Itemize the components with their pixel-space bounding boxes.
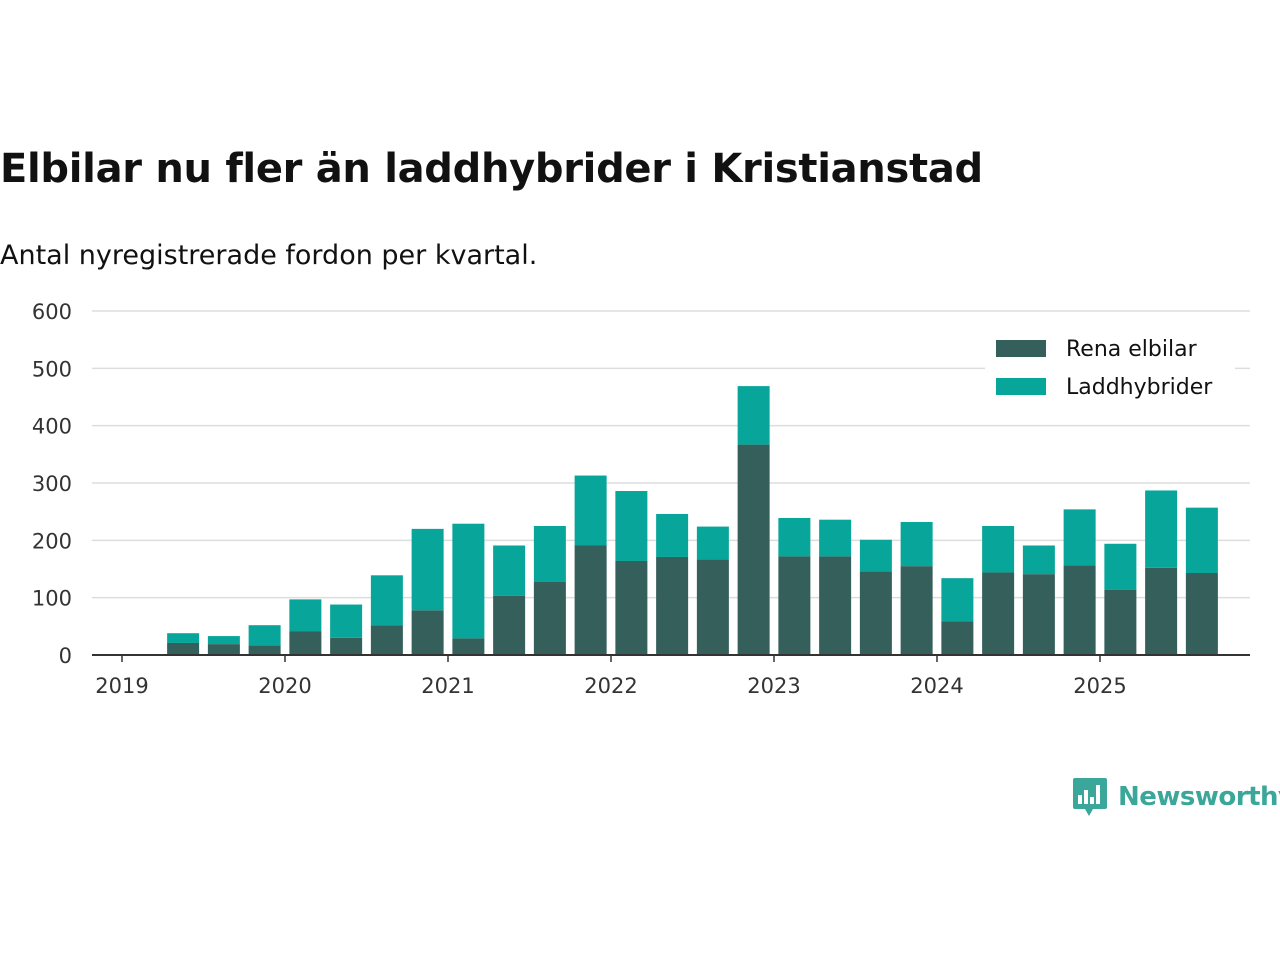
bar-laddhybrider-2020-Q1 — [289, 599, 322, 632]
x-tick-label-2019: 2019 — [95, 674, 148, 698]
bar-rena-elbilar-2022-Q3 — [696, 559, 729, 655]
y-tick-label-200: 200 — [32, 529, 72, 553]
x-tick-label-2020: 2020 — [258, 674, 311, 698]
chart-subtitle: Antal nyregistrerade fordon per kvartal. — [0, 240, 538, 271]
bar-rena-elbilar-2024-Q3 — [1022, 574, 1055, 655]
y-tick-label-600: 600 — [32, 300, 72, 324]
bar-rena-elbilar-2025-Q2 — [1145, 567, 1178, 655]
y-tick-label-300: 300 — [32, 472, 72, 496]
bar-laddhybrider-2022-Q2 — [656, 513, 689, 557]
bar-laddhybrider-2020-Q2 — [330, 604, 363, 638]
bar-rena-elbilar-2020-Q3 — [370, 625, 403, 655]
x-tick-label-2022: 2022 — [584, 674, 637, 698]
x-tick-label-2025: 2025 — [1073, 674, 1126, 698]
bar-laddhybrider-2025-Q3 — [1185, 507, 1218, 574]
x-tick-label-2024: 2024 — [910, 674, 963, 698]
bar-rena-elbilar-2023-Q2 — [819, 556, 852, 655]
bar-rena-elbilar-2024-Q4 — [1063, 565, 1096, 655]
bar-laddhybrider-2025-Q2 — [1145, 490, 1178, 568]
bar-rena-elbilar-2022-Q2 — [656, 556, 689, 655]
bar-rena-elbilar-2024-Q1 — [941, 621, 974, 655]
bar-laddhybrider-2021-Q1 — [452, 523, 485, 639]
legend-swatch-1 — [996, 378, 1046, 395]
bar-rena-elbilar-2022-Q1 — [615, 560, 648, 655]
bar-laddhybrider-2023-Q1 — [778, 517, 811, 557]
bar-laddhybrider-2021-Q4 — [574, 475, 607, 546]
bar-laddhybrider-2019-Q2 — [167, 633, 200, 643]
bar-rena-elbilar-2020-Q4 — [411, 610, 444, 655]
bar-laddhybrider-2020-Q4 — [411, 528, 444, 611]
bar-rena-elbilar-2021-Q4 — [574, 545, 607, 655]
bar-chart-speech-bubble-icon — [1073, 778, 1107, 816]
bar-laddhybrider-2022-Q3 — [696, 526, 729, 560]
bar-laddhybrider-2023-Q3 — [859, 539, 892, 572]
bar-rena-elbilar-2025-Q3 — [1185, 573, 1218, 655]
bar-laddhybrider-2024-Q4 — [1063, 509, 1096, 566]
y-axis-ticks: 0 100 200 300 400 500 600 — [32, 300, 72, 668]
x-tick-label-2023: 2023 — [747, 674, 800, 698]
bar-laddhybrider-2023-Q2 — [819, 519, 852, 557]
bar-rena-elbilar-2024-Q2 — [982, 572, 1015, 655]
bar-laddhybrider-2022-Q4 — [737, 386, 770, 445]
y-tick-label-500: 500 — [32, 357, 72, 381]
x-tick-label-2021: 2021 — [421, 674, 474, 698]
bar-rena-elbilar-2023-Q4 — [900, 566, 933, 655]
bar-laddhybrider-2023-Q4 — [900, 521, 933, 567]
bar-rena-elbilar-2023-Q1 — [778, 556, 811, 655]
logo-text: Newsworthy — [1118, 782, 1280, 812]
bar-laddhybrider-2025-Q1 — [1104, 543, 1137, 590]
bar-laddhybrider-2019-Q3 — [207, 636, 240, 645]
bar-rena-elbilar-2020-Q1 — [289, 631, 322, 655]
bar-rena-elbilar-2019-Q3 — [207, 644, 240, 655]
bar-rena-elbilar-2022-Q4 — [737, 444, 770, 655]
y-tick-label-0: 0 — [59, 644, 72, 668]
bar-laddhybrider-2024-Q3 — [1022, 545, 1055, 575]
newsworthy-logo: Newsworthy — [1072, 776, 1280, 818]
bars — [167, 386, 1218, 655]
bar-laddhybrider-2020-Q3 — [370, 575, 403, 626]
bar-rena-elbilar-2020-Q2 — [330, 637, 363, 655]
y-tick-label-400: 400 — [32, 415, 72, 439]
chart-title: Elbilar nu fler än laddhybrider i Kristi… — [0, 146, 983, 192]
bar-rena-elbilar-2023-Q3 — [859, 571, 892, 655]
y-tick-label-100: 100 — [32, 587, 72, 611]
bar-rena-elbilar-2019-Q4 — [248, 645, 281, 655]
bar-laddhybrider-2024-Q1 — [941, 578, 974, 622]
bar-laddhybrider-2021-Q2 — [493, 545, 526, 596]
legend: Rena elbilar Laddhybrider — [985, 326, 1235, 410]
bar-rena-elbilar-2021-Q1 — [452, 638, 485, 655]
bar-laddhybrider-2019-Q4 — [248, 625, 281, 646]
bar-rena-elbilar-2021-Q3 — [533, 581, 566, 655]
bar-rena-elbilar-2021-Q2 — [493, 595, 526, 655]
bar-laddhybrider-2022-Q1 — [615, 491, 648, 561]
bar-laddhybrider-2021-Q3 — [533, 526, 566, 582]
bar-laddhybrider-2024-Q2 — [982, 526, 1015, 573]
bar-rena-elbilar-2025-Q1 — [1104, 589, 1137, 655]
bar-rena-elbilar-2019-Q2 — [167, 642, 200, 655]
legend-label-1: Laddhybrider — [1066, 375, 1213, 400]
legend-label-0: Rena elbilar — [1066, 337, 1198, 362]
x-axis: 2019 2020 2021 2022 2023 2024 2025 — [92, 654, 1250, 698]
legend-swatch-0 — [996, 340, 1046, 357]
